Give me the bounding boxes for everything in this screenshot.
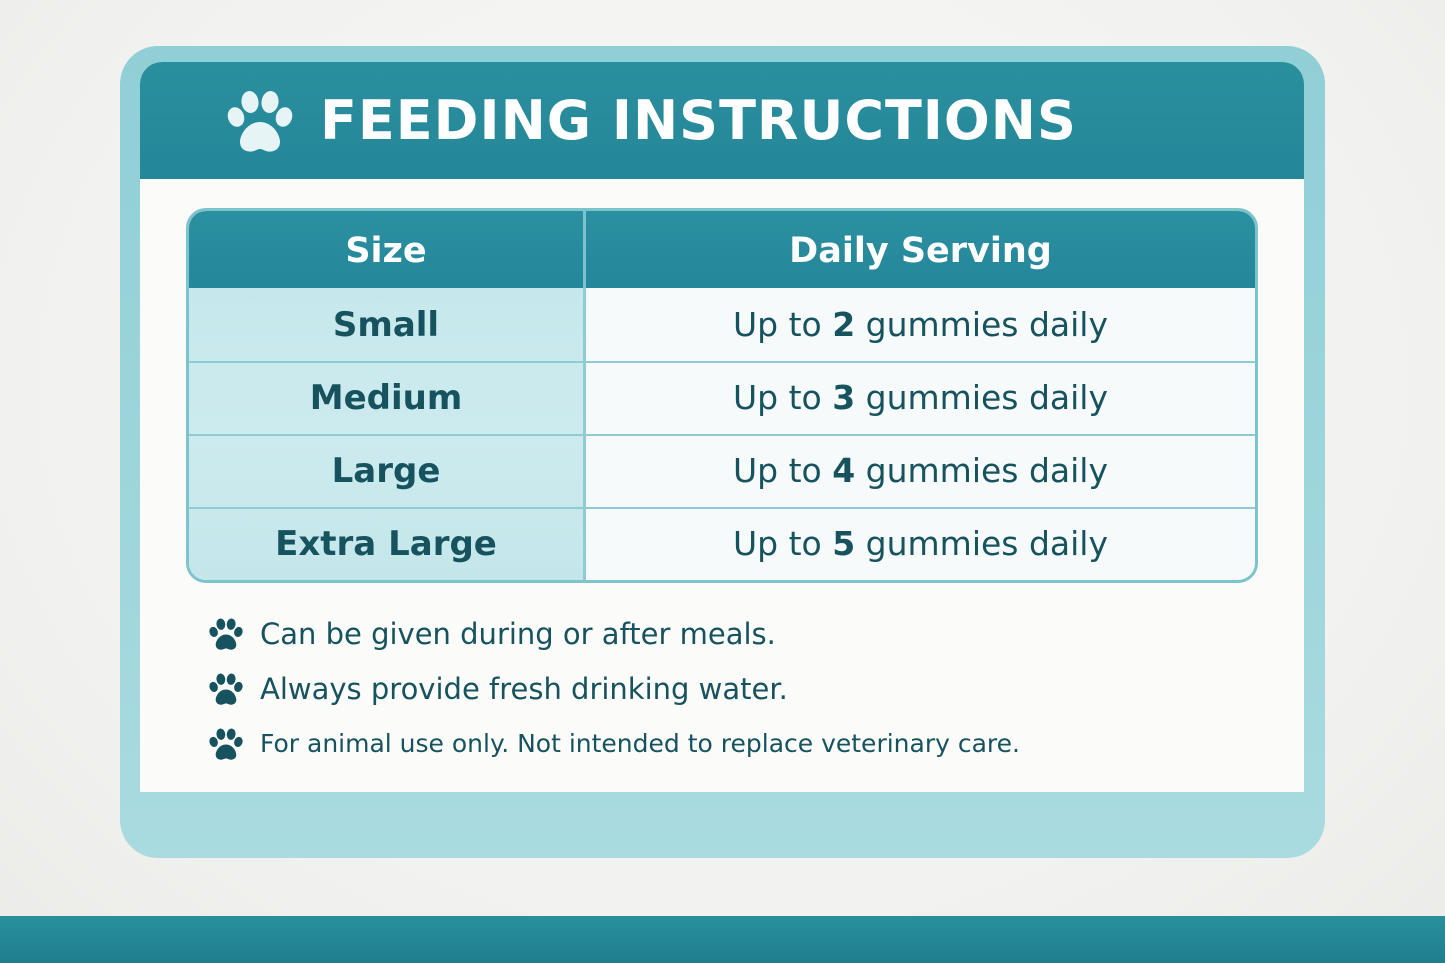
- row-divider: [189, 361, 1255, 363]
- row-divider: [189, 507, 1255, 509]
- serving-prefix: Up to: [732, 378, 833, 417]
- table-cell-size: Extra Large: [275, 524, 497, 564]
- serving-count: 3: [832, 378, 856, 417]
- serving-prefix: Up to: [732, 305, 833, 344]
- serving-count: 2: [832, 305, 856, 344]
- table-cell-size: Small: [332, 305, 440, 345]
- serving-suffix: gummies daily: [855, 305, 1109, 344]
- paw-icon: [227, 91, 293, 152]
- bottom-band: [0, 916, 1445, 963]
- card-header: FEEDING INSTRUCTIONS: [140, 62, 1304, 179]
- paw-icon: [209, 728, 243, 760]
- serving-prefix: Up to: [732, 524, 833, 563]
- serving-suffix: gummies daily: [855, 451, 1109, 490]
- note-text: Can be given during or after meals.: [260, 617, 776, 651]
- table-cell-size: Medium: [309, 378, 463, 418]
- page-title: FEEDING INSTRUCTIONS: [320, 89, 1077, 152]
- serving-count: 5: [832, 524, 856, 563]
- table-cell-serving: Up to 5 gummies daily: [586, 508, 1255, 580]
- table-cell-serving: Up to 2 gummies daily: [586, 289, 1255, 361]
- paw-icon: [209, 673, 243, 705]
- table-cell-serving: Up to 4 gummies daily: [586, 435, 1255, 507]
- serving-count: 4: [832, 451, 856, 490]
- column-header-daily-serving: Daily Serving: [789, 231, 1052, 271]
- note-text: Always provide fresh drinking water.: [260, 672, 788, 706]
- serving-suffix: gummies daily: [855, 378, 1109, 417]
- table-cell-serving: Up to 3 gummies daily: [586, 362, 1255, 434]
- serving-prefix: Up to: [732, 451, 833, 490]
- column-header-size: Size: [345, 231, 427, 271]
- table-cell-size: Large: [331, 451, 441, 491]
- serving-suffix: gummies daily: [855, 524, 1109, 563]
- table-header: Size Daily Serving: [189, 211, 1255, 288]
- header-divider: [583, 211, 586, 288]
- feeding-table: Size Daily Serving Small Up to 2 gummies…: [186, 208, 1258, 583]
- note-text: For animal use only. Not intended to rep…: [260, 729, 1020, 758]
- row-divider: [189, 434, 1255, 436]
- paw-icon: [209, 618, 243, 650]
